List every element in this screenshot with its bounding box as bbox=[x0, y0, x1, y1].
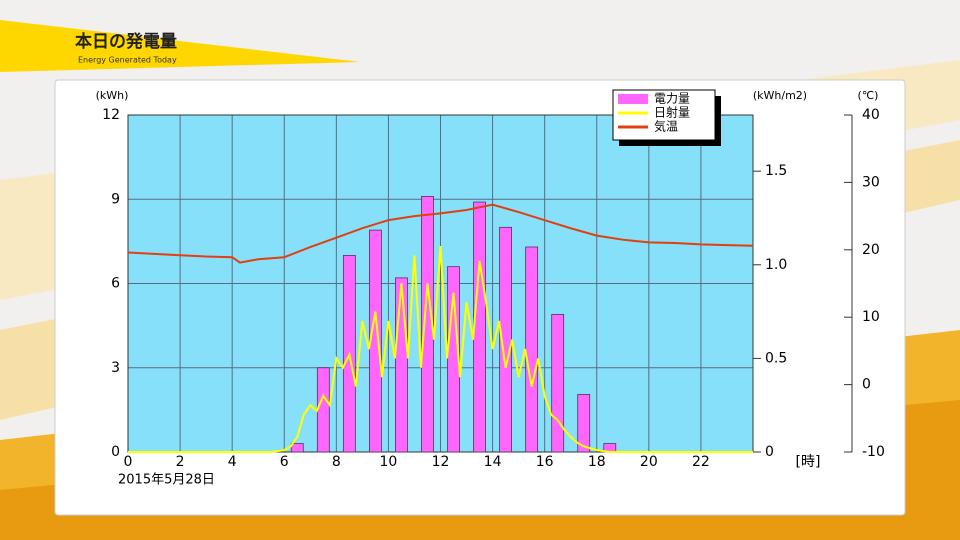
legend-label: 日射量 bbox=[654, 105, 690, 120]
y3-tick-label: 20 bbox=[862, 242, 880, 258]
legend-label: 電力量 bbox=[654, 92, 690, 106]
x-axis-label: [時] bbox=[796, 454, 821, 470]
y3-tick-label: 40 bbox=[862, 107, 880, 123]
y3-tick-label: 30 bbox=[862, 174, 880, 190]
x-tick-label: 2 bbox=[176, 454, 185, 470]
legend-swatch bbox=[618, 94, 648, 104]
bar bbox=[577, 394, 591, 453]
bar bbox=[290, 443, 304, 453]
y2-tick-label: 1.5 bbox=[765, 163, 787, 179]
y3-tick-label: -10 bbox=[862, 444, 885, 460]
x-tick-label: 20 bbox=[640, 454, 658, 470]
date-label: 2015年5月28日 bbox=[118, 473, 215, 488]
legend-label: 気温 bbox=[654, 119, 678, 134]
plot-border bbox=[127, 114, 754, 453]
x-tick-label: 0 bbox=[124, 454, 133, 470]
y-tick-label: 0 bbox=[111, 444, 120, 460]
bar bbox=[525, 246, 539, 453]
line bbox=[127, 203, 754, 264]
y-tick-label: 3 bbox=[111, 360, 120, 376]
y3-tick-label: 0 bbox=[862, 377, 871, 393]
y2-tick-label: 0.5 bbox=[765, 350, 787, 366]
x-tick-label: 12 bbox=[432, 454, 450, 470]
y2-tick-label: 0 bbox=[765, 444, 774, 460]
y-axis-label: (kWh) bbox=[96, 89, 129, 102]
y3-axis-label: (℃) bbox=[858, 89, 879, 102]
x-tick-label: 14 bbox=[484, 454, 502, 470]
x-tick-label: 4 bbox=[228, 454, 237, 470]
page-subtitle: Energy Generated Today bbox=[78, 56, 177, 65]
y-tick-label: 9 bbox=[111, 191, 120, 207]
x-tick-label: 16 bbox=[536, 454, 554, 470]
bar bbox=[421, 196, 434, 453]
y2-tick-label: 1.0 bbox=[765, 257, 787, 273]
line bbox=[128, 245, 753, 453]
y-tick-label: 12 bbox=[102, 107, 120, 123]
y2-axis-label: (kWh/m2) bbox=[753, 89, 807, 102]
bar bbox=[473, 201, 486, 453]
x-tick-label: 8 bbox=[332, 454, 341, 470]
y-tick-label: 6 bbox=[111, 276, 120, 292]
bar bbox=[316, 367, 330, 453]
page-title: 本日の発電量 bbox=[75, 31, 177, 52]
x-tick-label: 18 bbox=[588, 454, 606, 470]
x-tick-label: 6 bbox=[280, 454, 289, 470]
bar bbox=[395, 277, 408, 453]
x-tick-label: 22 bbox=[692, 454, 710, 470]
bar bbox=[551, 313, 565, 453]
y3-tick-label: 10 bbox=[862, 309, 880, 325]
x-tick-label: 10 bbox=[380, 454, 398, 470]
